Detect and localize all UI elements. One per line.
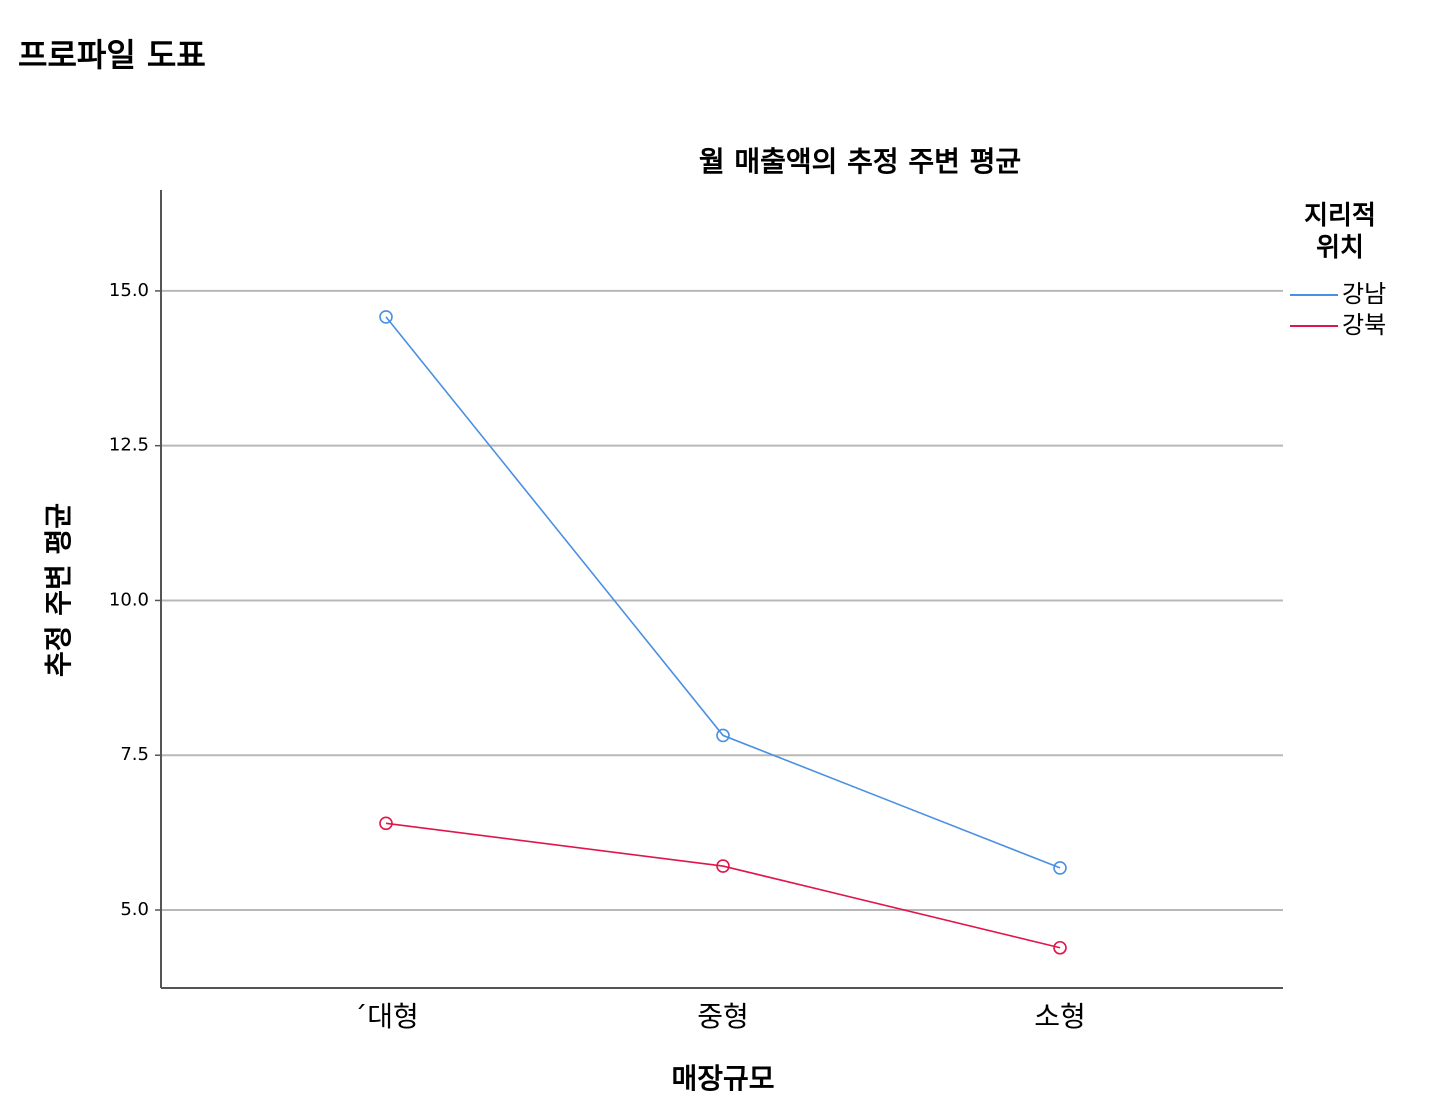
x-tick-label: ´대형: [353, 1000, 419, 1033]
legend-title: 지리적 위치: [1304, 201, 1376, 263]
point-marker: [379, 816, 393, 831]
y-tick-label: 10.0: [109, 589, 149, 610]
x-tick-label: 중형: [697, 1000, 749, 1033]
point-marker: [716, 728, 730, 743]
chart-title: 월 매출액의 추정 주변 평균: [699, 145, 1021, 178]
page-title: 프로파일 도표: [18, 36, 206, 74]
point-marker: [1053, 861, 1067, 875]
point-marker: [379, 310, 393, 324]
y-tick-label: 5.0: [120, 899, 149, 920]
x-axis-label: 매장규모: [671, 1062, 774, 1095]
x-tick-label: 소형: [1034, 1000, 1086, 1033]
legend-label: 강남: [1342, 280, 1386, 308]
series-line: [385, 316, 1061, 869]
y-tick-label: 15.0: [109, 280, 149, 301]
point-marker: [716, 859, 730, 873]
y-tick-label: 12.5: [109, 435, 149, 456]
y-tick-label: 7.5: [120, 744, 149, 765]
point-marker: [1053, 940, 1067, 955]
legend-label: 강북: [1342, 311, 1386, 339]
y-axis-label: 추정 주변 평균: [42, 503, 75, 677]
series-line: [385, 822, 1061, 949]
